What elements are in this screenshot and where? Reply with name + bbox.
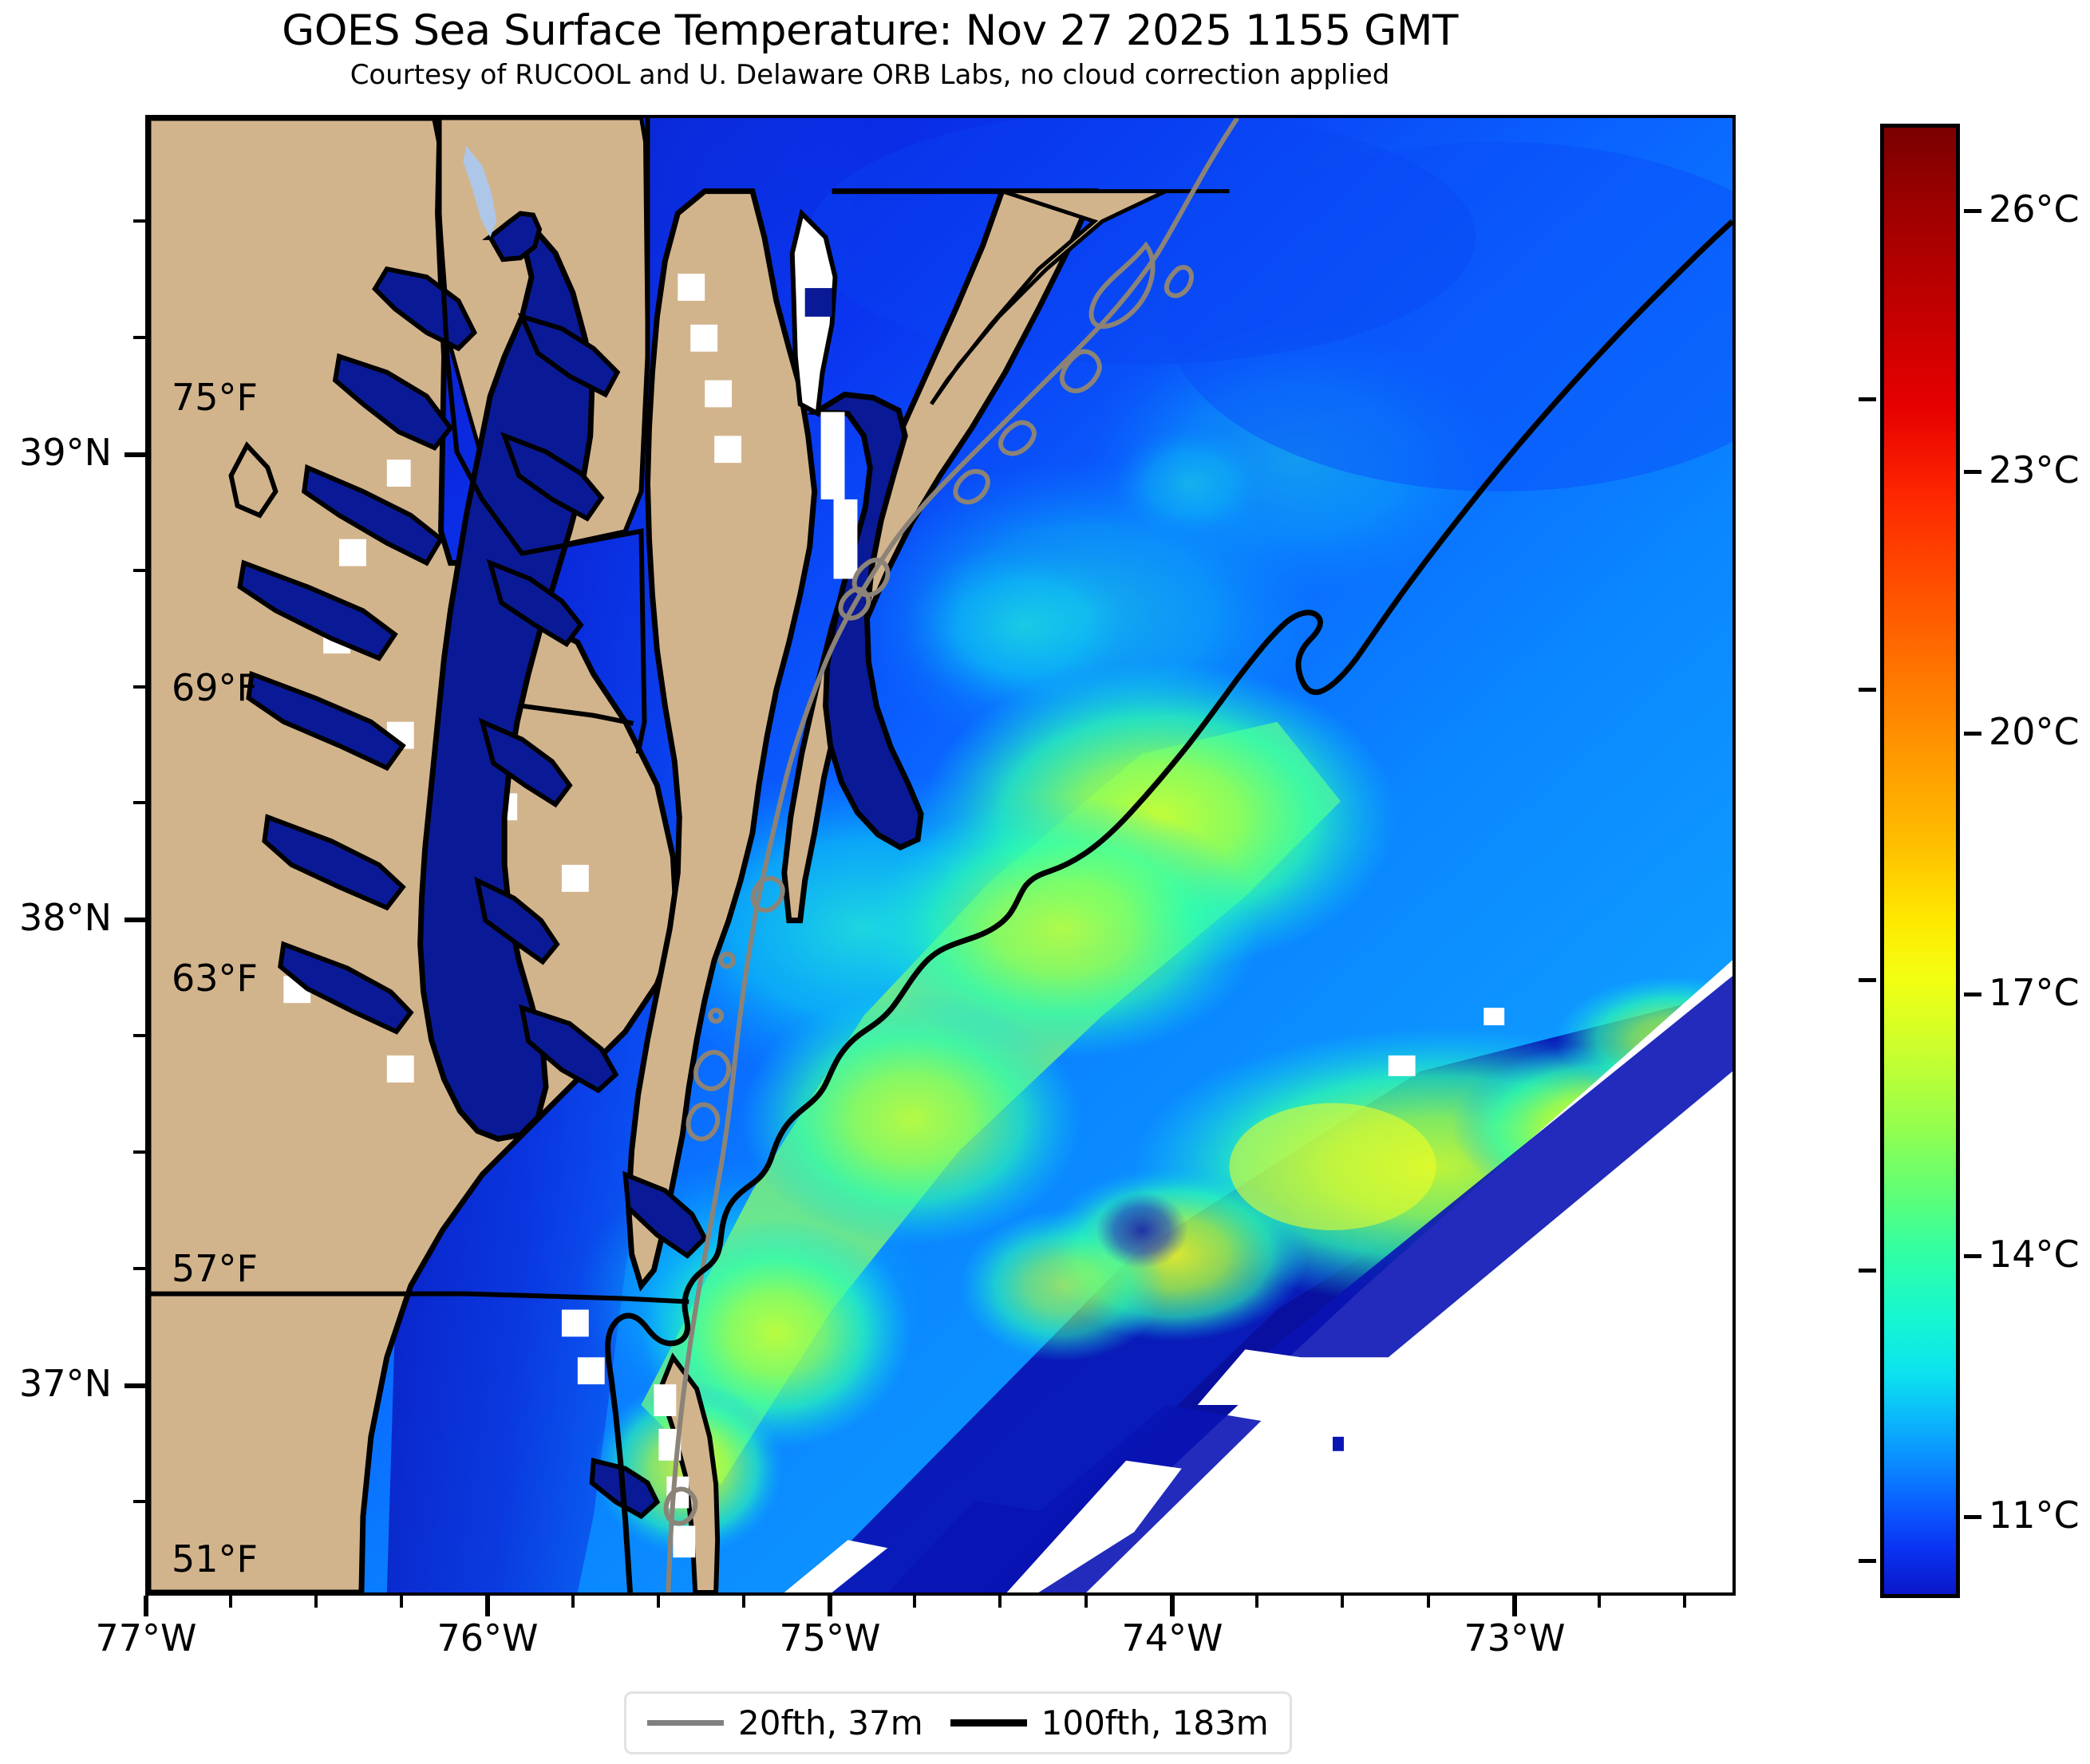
y-tick-minor [133, 685, 145, 689]
y-tick-major [124, 452, 145, 457]
x-tick-minor [913, 1596, 916, 1608]
colorbar-label-c: 17°C [1989, 971, 2080, 1014]
x-tick-minor [229, 1596, 232, 1608]
x-tick-minor [571, 1596, 575, 1608]
x-tick-minor [742, 1596, 745, 1608]
legend-item-100fth: 100fth, 183m [950, 1703, 1269, 1742]
colorbar-label-f: 69°F [172, 666, 258, 709]
y-tick-major [124, 918, 145, 922]
x-tick-minor [657, 1596, 660, 1608]
legend-item-20fth: 20fth, 37m [647, 1703, 923, 1742]
legend-label: 100fth, 183m [1041, 1703, 1269, 1742]
colorbar-tick-c [1964, 209, 1981, 213]
bathymetry-legend: 20fth, 37m 100fth, 183m [624, 1691, 1292, 1754]
contour-line-gray-icon [647, 1720, 724, 1726]
x-tick-minor [1255, 1596, 1258, 1608]
colorbar-tick-f [1859, 397, 1876, 401]
y-tick-minor [133, 569, 145, 572]
x-tick-minor [998, 1596, 1002, 1608]
colorbar-tick-f [1859, 978, 1876, 982]
page-subtitle: Courtesy of RUCOOL and U. Delaware ORB L… [350, 59, 1390, 91]
y-tick-minor [133, 1150, 145, 1154]
colorbar-tick-f [1859, 1559, 1876, 1563]
x-tick-minor [1341, 1596, 1344, 1608]
x-tick-major [1170, 1596, 1175, 1616]
cloud-mask-nodata [148, 118, 1732, 1592]
colorbar-label-f: 51°F [172, 1537, 258, 1580]
y-tick-minor [133, 1500, 145, 1503]
colorbar-label-c: 26°C [1989, 187, 2080, 231]
y-axis-label: 37°N [19, 1362, 112, 1405]
colorbar-tick-c [1964, 732, 1981, 736]
colorbar-label-c: 11°C [1989, 1494, 2080, 1537]
x-axis-label: 74°W [1121, 1616, 1223, 1659]
x-tick-major [1512, 1596, 1517, 1616]
colorbar-tick-f [1859, 688, 1876, 692]
colorbar-label-f: 57°F [172, 1247, 258, 1290]
colorbar-tick-c [1964, 470, 1981, 474]
x-tick-minor [1683, 1596, 1686, 1608]
y-tick-minor [133, 219, 145, 223]
sst-map-panel[interactable] [145, 115, 1736, 1596]
y-axis-label: 39°N [19, 431, 112, 474]
x-axis-label: 73°W [1464, 1616, 1566, 1659]
x-axis-label: 75°W [779, 1616, 881, 1659]
y-tick-major [124, 1383, 145, 1388]
legend-label: 20fth, 37m [738, 1703, 923, 1742]
x-axis-label: 76°W [437, 1616, 539, 1659]
x-tick-minor [1598, 1596, 1601, 1608]
y-tick-minor [133, 1267, 145, 1270]
x-tick-minor [400, 1596, 403, 1608]
x-tick-major [485, 1596, 490, 1616]
colorbar-tick-c [1964, 1254, 1981, 1258]
y-tick-minor [133, 1034, 145, 1037]
colorbar-label-c: 23°C [1989, 448, 2080, 491]
page-title: GOES Sea Surface Temperature: Nov 27 202… [282, 6, 1458, 55]
bathymetry-contours [148, 118, 1732, 1592]
colorbar-tick-c [1964, 992, 1981, 996]
contour-line-black-icon [950, 1719, 1027, 1727]
colorbar-label-f: 63°F [172, 957, 258, 1000]
colorbar-tick-f [1859, 1269, 1876, 1273]
x-tick-major [144, 1596, 148, 1616]
colorbar-label-c: 20°C [1989, 710, 2080, 753]
x-axis-label: 77°W [95, 1616, 197, 1659]
y-tick-minor [133, 336, 145, 339]
sst-colorbar[interactable] [1880, 124, 1960, 1598]
x-tick-minor [1427, 1596, 1430, 1608]
colorbar-label-c: 14°C [1989, 1233, 2080, 1276]
land-and-coastline [148, 118, 1732, 1592]
x-tick-minor [314, 1596, 318, 1608]
y-tick-minor [133, 801, 145, 804]
colorbar-label-f: 75°F [172, 376, 258, 419]
y-axis-label: 38°N [19, 896, 112, 939]
x-tick-minor [1085, 1596, 1088, 1608]
x-tick-major [828, 1596, 832, 1616]
colorbar-tick-c [1964, 1515, 1981, 1519]
